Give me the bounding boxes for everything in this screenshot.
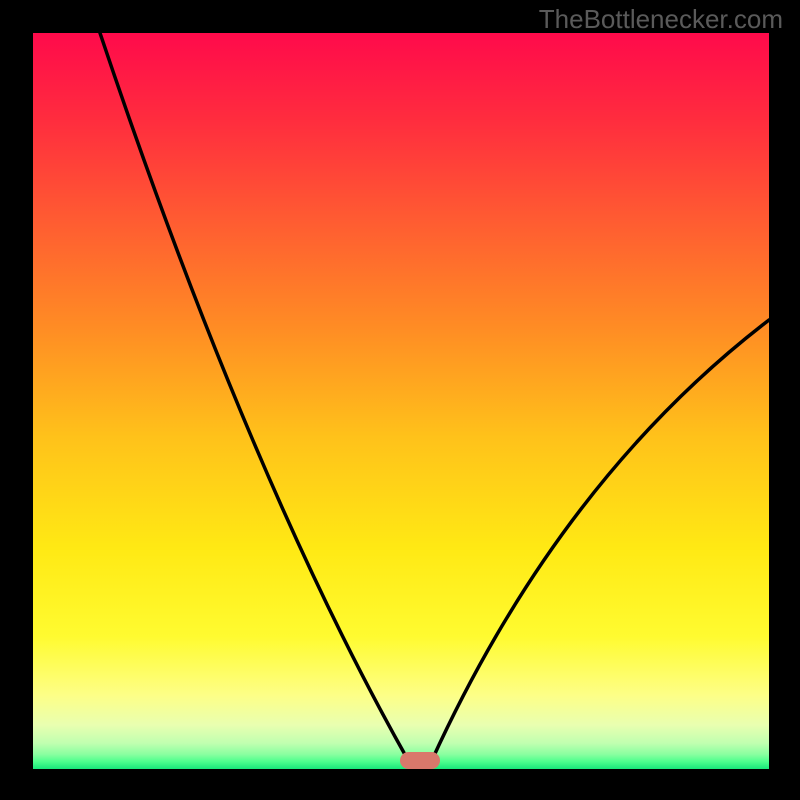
bottleneck-curve <box>0 0 800 800</box>
min-marker-pill <box>400 752 440 769</box>
bottleneck-curve-path <box>100 33 769 760</box>
chart-stage: TheBottlenecker.com <box>0 0 800 800</box>
watermark-text: TheBottlenecker.com <box>539 4 783 35</box>
